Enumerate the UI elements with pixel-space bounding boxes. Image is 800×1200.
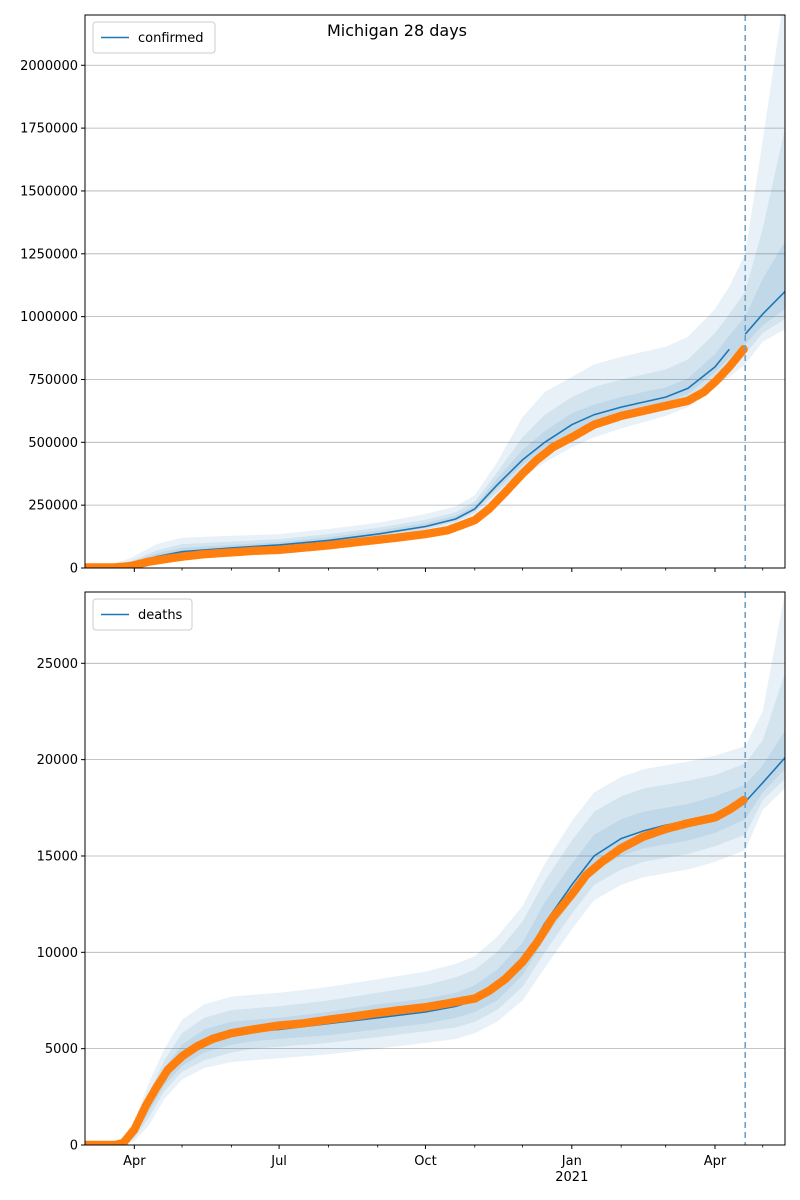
- deaths-observed-point: [739, 795, 748, 805]
- deaths-ytick-label: 0: [70, 1139, 78, 1154]
- deaths-ytick-label: 15000: [37, 849, 78, 864]
- confirmed-plot-area: [85, 15, 785, 568]
- deaths-xtick-sublabel: 2021: [555, 1170, 588, 1185]
- deaths-band-3: [85, 730, 785, 1145]
- deaths-xtick-label: Apr: [123, 1154, 146, 1169]
- confirmed-ytick-label: 1750000: [20, 122, 78, 137]
- deaths-xtick-label: Jul: [270, 1154, 287, 1169]
- deaths-plot-area: [85, 592, 785, 1145]
- confirmed-axes-frame: [84, 14, 786, 569]
- deaths-forecast-line: [744, 757, 785, 803]
- confirmed-ytick-label: 1250000: [20, 247, 78, 262]
- deaths-ytick-label: 10000: [37, 946, 78, 961]
- deaths-xtick-label: Apr: [704, 1154, 727, 1169]
- confirmed-ytick-label: 1000000: [20, 310, 78, 325]
- deaths-axes-frame: [84, 591, 786, 1146]
- deaths-legend-label: deaths: [138, 608, 183, 623]
- deaths-xtick-label: Jan: [561, 1154, 582, 1169]
- deaths-observed-series: [85, 795, 748, 1145]
- confirmed-legend-label: confirmed: [138, 31, 204, 46]
- deaths-xtick-label: Oct: [414, 1154, 436, 1169]
- deaths-ytick-label: 5000: [45, 1042, 78, 1057]
- deaths-ytick-label: 25000: [37, 657, 78, 672]
- confirmed-band-1: [85, 15, 785, 568]
- confirmed-forecast-line: [744, 290, 785, 335]
- deaths-panel: 0 5000 10000 15000 20000 25000 Apr Jul Oct Jan202…: [37, 591, 786, 1185]
- figure-title: Michigan 28 days: [327, 21, 467, 40]
- confirmed-observed-series: [85, 345, 748, 568]
- confirmed-ytick-label: 1500000: [20, 184, 78, 199]
- confirmed-observed-point: [739, 345, 748, 354]
- confirmed-panel: 0 250000 500000 750000 1000000 1250000 1500000…: [20, 14, 786, 577]
- deaths-band-1: [85, 592, 785, 1145]
- deaths-ytick-label: 20000: [37, 753, 78, 768]
- confirmed-legend-box: [92, 21, 216, 54]
- deaths-legend-box: [92, 598, 193, 631]
- confirmed-ytick-label: 250000: [28, 499, 78, 514]
- confirmed-ytick-label: 500000: [28, 436, 78, 451]
- confirmed-band-3: [85, 241, 785, 568]
- confirmed-ytick-label: 0: [70, 562, 78, 577]
- confirmed-model-line: [85, 348, 730, 568]
- confirmed-ytick-label: 750000: [28, 373, 78, 388]
- confirmed-ytick-label: 2000000: [20, 59, 78, 74]
